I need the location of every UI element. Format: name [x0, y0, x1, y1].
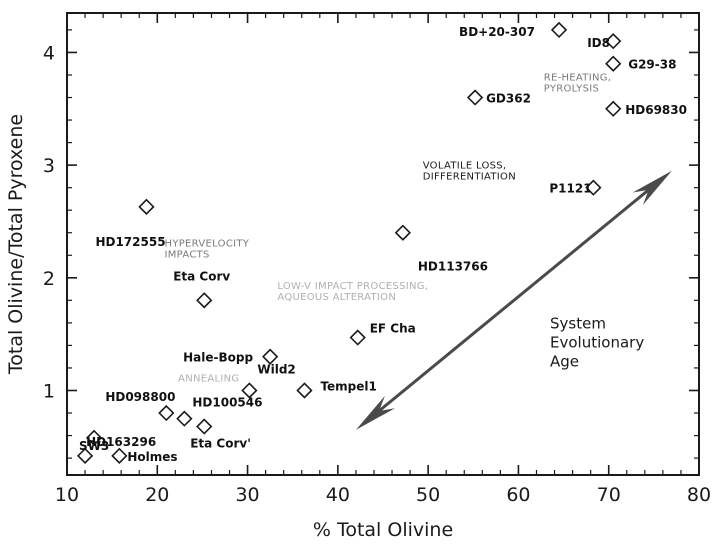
point-hd69830 [605, 100, 622, 117]
point-hd113766 [394, 224, 411, 241]
point-label-sw3: SW3 [79, 439, 109, 453]
point-label-hd172555: HD172555 [95, 235, 165, 249]
x-tick-label: 10 [55, 484, 79, 506]
point-gd362 [466, 89, 484, 106]
point-label-ef-cha: EF Cha [370, 322, 416, 336]
point-wild2 [241, 382, 258, 399]
point-hd172555 [138, 198, 155, 215]
annotation-volatile-line-2: DIFFERENTIATION [423, 172, 516, 183]
annotation-volatile-line-1: VOLATILE LOSS, [423, 161, 507, 172]
point-p1121 [585, 179, 602, 196]
annotation-lowv-line-2: AQUEOUS ALTERATION [277, 292, 396, 303]
x-tick-label: 70 [597, 484, 621, 506]
annotation-age-line-1: System [550, 315, 606, 333]
arrow-head-end [632, 170, 672, 205]
annotation-hypervelocity-line-1: HYPERVELOCITY [165, 238, 250, 249]
x-axis-title: % Total Olivine [313, 519, 453, 541]
arrow-shaft [378, 188, 650, 413]
point-hd100546 [176, 410, 193, 427]
tick-labels: 10 20 30 40 50 60 70 80 1 2 3 4 [43, 42, 711, 506]
point-label-hd100546: HD100546 [192, 396, 262, 410]
annotation-age-line-2: Evolutionary [550, 334, 644, 352]
point-sw3 [76, 447, 94, 464]
point-holmes [111, 447, 128, 464]
point-label-gd362: GD362 [486, 92, 531, 106]
point-label-hale-bopp: Hale-Bopp [183, 351, 253, 365]
point-eta-corv [196, 418, 213, 435]
point-label-g29-38: G29-38 [628, 58, 676, 72]
point-bd-20-307 [550, 21, 568, 39]
point-label-bd-20-307: BD+20-307 [459, 25, 535, 39]
evolution-arrow [355, 170, 672, 430]
y-tick-label: 4 [43, 42, 55, 64]
x-tick-label: 50 [416, 484, 440, 506]
x-tick-label: 80 [687, 484, 711, 506]
data-points: BD+20-307 ID8 G29-38 GD362 HD69830 P1121 HD172… [76, 21, 687, 464]
point-label-holmes: Holmes [127, 450, 177, 464]
y-tick-label: 2 [43, 268, 55, 290]
x-tick-label: 30 [235, 484, 259, 506]
point-label-tempel1: Tempel1 [320, 379, 376, 393]
annotation-reheating-line-1: RE-HEATING, [544, 73, 612, 84]
point-label-hd163296: HD163296 [86, 435, 156, 449]
y-tick-label: 1 [43, 380, 55, 402]
point-hale-bopp [262, 348, 279, 365]
point-label-eta-corv: Eta Corv [173, 269, 230, 283]
region-annotations: RE-HEATING,PYROLYSIS VOLATILE LOSS,DIFFER… [165, 73, 645, 385]
point-label-id8: ID8 [587, 36, 610, 50]
point-label-eta-corv: Eta Corv' [190, 437, 251, 451]
point-g29-38 [605, 55, 622, 72]
point-label-hd113766: HD113766 [418, 260, 488, 274]
axis-ticks [66, 13, 700, 475]
x-tick-label: 20 [145, 484, 169, 506]
point-label-hd098800: HD098800 [105, 390, 175, 404]
point-id8 [605, 33, 622, 50]
point-tempel1 [296, 382, 313, 399]
plot-frame [66, 12, 700, 476]
point-label-p1121: P1121 [549, 182, 591, 196]
point-label-wild2: Wild2 [257, 362, 295, 376]
annotation-lowv-line-1: LOW-V IMPACT PROCESSING, [277, 281, 428, 292]
y-tick-label: 3 [43, 155, 55, 177]
point-ef-cha [349, 329, 366, 346]
x-tick-label: 40 [326, 484, 350, 506]
annotation-annealing-line-1: ANNEALING [178, 373, 239, 384]
x-tick-label: 60 [506, 484, 530, 506]
y-axis-title: Total Olivine/Total Pyroxene [5, 114, 27, 375]
point-label-hd69830: HD69830 [625, 103, 687, 117]
point-hd163296 [85, 429, 103, 446]
annotation-reheating-line-2: PYROLYSIS [544, 84, 599, 95]
annotation-age-line-3: Age [550, 353, 579, 371]
point-eta-corv [196, 292, 213, 309]
annotation-hypervelocity-line-2: IMPACTS [165, 249, 210, 260]
point-hd098800 [158, 404, 175, 422]
arrow-head-start [355, 395, 396, 430]
